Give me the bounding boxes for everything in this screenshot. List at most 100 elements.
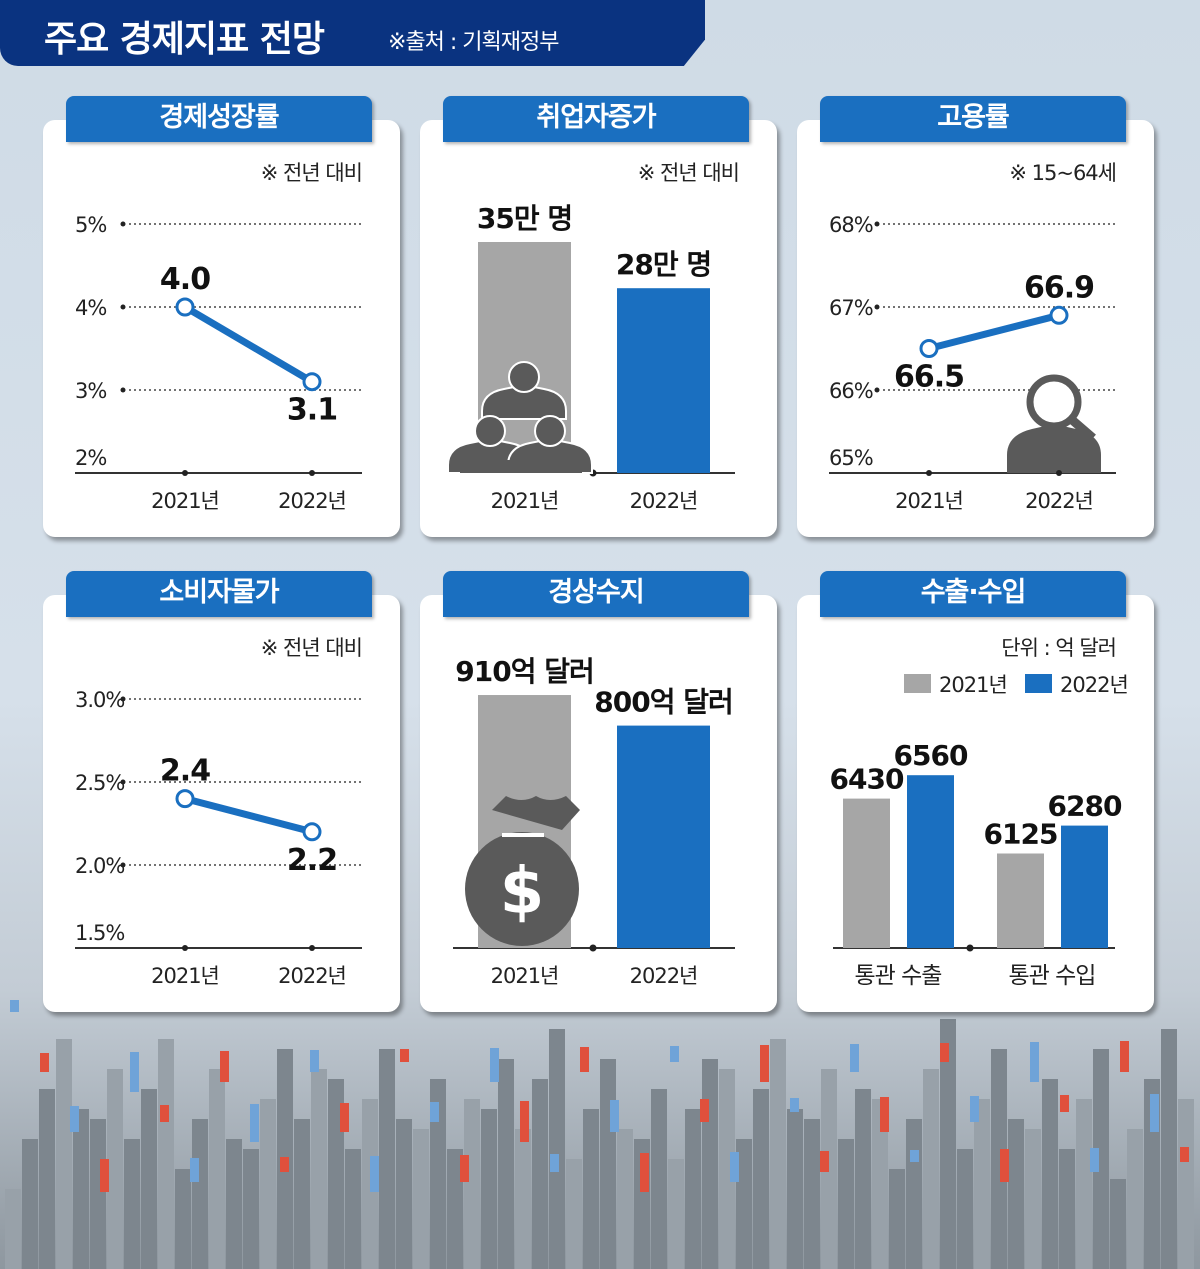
candlestick xyxy=(1060,1095,1069,1112)
chart-title: 경제성장률 xyxy=(66,96,372,142)
x-tick-label: 통관 수출 xyxy=(855,963,942,989)
building xyxy=(889,1169,905,1269)
building xyxy=(1110,1179,1126,1269)
x-tick-label: 2022년 xyxy=(1025,489,1093,513)
building xyxy=(260,1099,276,1269)
y-tick-label: 2.5% xyxy=(75,771,124,795)
candlestick xyxy=(40,1053,49,1072)
axis-dot xyxy=(966,944,974,952)
building xyxy=(719,1069,735,1269)
building xyxy=(141,1089,157,1269)
chart-title: 취업자증가 xyxy=(443,96,749,142)
building xyxy=(872,1099,888,1269)
chart-note: ※ 전년 대비 xyxy=(638,161,739,185)
building xyxy=(22,1139,38,1269)
chart-title: 고용률 xyxy=(820,96,1126,142)
legend-label: 2022년 xyxy=(1060,673,1128,697)
series-line xyxy=(184,795,313,836)
bag-top xyxy=(492,796,580,830)
building xyxy=(311,1069,327,1269)
bar xyxy=(1061,825,1108,948)
candlestick xyxy=(1120,1041,1129,1072)
building xyxy=(481,1109,497,1269)
candlestick xyxy=(580,1047,589,1072)
x-tick-label: 2022년 xyxy=(278,489,346,513)
x-tick-label: 통관 수입 xyxy=(1009,963,1096,989)
source-note: ※출처 : 기획재정부 xyxy=(388,30,560,55)
building xyxy=(209,1069,225,1269)
building xyxy=(1093,1049,1109,1269)
building xyxy=(1076,1099,1092,1269)
data-point xyxy=(1049,305,1069,325)
y-tick-label: 2% xyxy=(75,446,106,470)
person-body xyxy=(1007,424,1101,473)
building xyxy=(498,1059,514,1269)
building xyxy=(1127,1129,1143,1269)
bar xyxy=(997,853,1044,948)
building xyxy=(1025,1129,1041,1269)
x-tick-label: 2021년 xyxy=(151,489,219,513)
chart-title: 경상수지 xyxy=(443,571,749,617)
candlestick xyxy=(1150,1094,1159,1132)
x-tick-label: 2022년 xyxy=(630,964,698,988)
building xyxy=(957,1149,973,1269)
building xyxy=(90,1119,106,1269)
building xyxy=(617,1129,633,1269)
building xyxy=(124,1139,140,1269)
person-head xyxy=(508,361,540,393)
y-tick-label: 67% xyxy=(829,296,873,320)
y-tick-label: 65% xyxy=(829,446,873,470)
x-tick-dot xyxy=(1056,470,1062,476)
candlestick xyxy=(970,1096,979,1122)
candlestick xyxy=(760,1045,769,1082)
building xyxy=(770,1039,786,1269)
building xyxy=(5,1189,21,1269)
candlestick xyxy=(100,1159,109,1192)
tick-dot xyxy=(120,779,126,785)
candlestick xyxy=(520,1101,529,1142)
candlestick xyxy=(640,1153,649,1192)
x-tick-dot xyxy=(309,470,315,476)
data-label: 6430 xyxy=(830,763,904,796)
candlestick xyxy=(1030,1042,1039,1082)
building xyxy=(515,1129,531,1269)
data-label: 3.1 xyxy=(287,393,337,428)
candlestick xyxy=(190,1158,199,1182)
building xyxy=(1008,1119,1024,1269)
building xyxy=(226,1139,242,1269)
x-tick-label: 2021년 xyxy=(151,964,219,988)
x-tick-label: 2021년 xyxy=(895,489,963,513)
y-tick-label: 3.0% xyxy=(75,688,124,712)
y-tick-label: 2.0% xyxy=(75,854,124,878)
chart-panel: ※ 전년 대비 3.0% 2.5% 2.0% 1.5% 2.4 2021년 2.2 2022년 xyxy=(43,595,400,1012)
chart-svg: ※ 15~64세 68% 67% 66% 65% 66.5 2021년 66.9 2022년 xyxy=(829,161,1117,513)
candlestick xyxy=(70,1106,79,1132)
building xyxy=(447,1149,463,1269)
bag-body xyxy=(465,832,579,946)
building xyxy=(73,1109,89,1269)
building xyxy=(923,1069,939,1269)
y-tick-label: 1.5% xyxy=(75,921,124,945)
chart-note: 단위 : 억 달러 xyxy=(1001,636,1116,660)
data-label: 28만 명 xyxy=(616,248,711,281)
bar xyxy=(843,798,890,948)
data-point xyxy=(302,822,322,842)
chart-svg: ※ 전년 대비 5% 4% 3% 2% 4.0 2021년 3.1 2022년 xyxy=(75,161,363,513)
candlestick xyxy=(310,1050,319,1072)
bag-tie xyxy=(502,833,544,837)
chart-panel: ※ 15~64세 68% 67% 66% 65% 66.5 2021년 66.9 2022년 xyxy=(797,120,1154,537)
candlestick xyxy=(820,1151,829,1172)
tick-dot xyxy=(120,221,126,227)
x-tick-label: 2021년 xyxy=(491,489,559,513)
chart-svg: 910억 달러 2021년 800억 달러 2022년 $ xyxy=(453,655,735,988)
building xyxy=(736,1139,752,1269)
data-point xyxy=(919,339,939,358)
chart-panel: ※ 전년 대비 5% 4% 3% 2% 4.0 2021년 3.1 2022년 xyxy=(43,120,400,537)
data-label: 6280 xyxy=(1048,790,1122,823)
chart-svg: ※ 전년 대비 35만 명 2021년 28만 명 2022년 xyxy=(447,161,740,513)
building xyxy=(685,1109,701,1269)
building xyxy=(838,1139,854,1269)
chart-panel: ※ 전년 대비 35만 명 2021년 28만 명 2022년 xyxy=(420,120,777,537)
candlestick xyxy=(10,1000,19,1012)
